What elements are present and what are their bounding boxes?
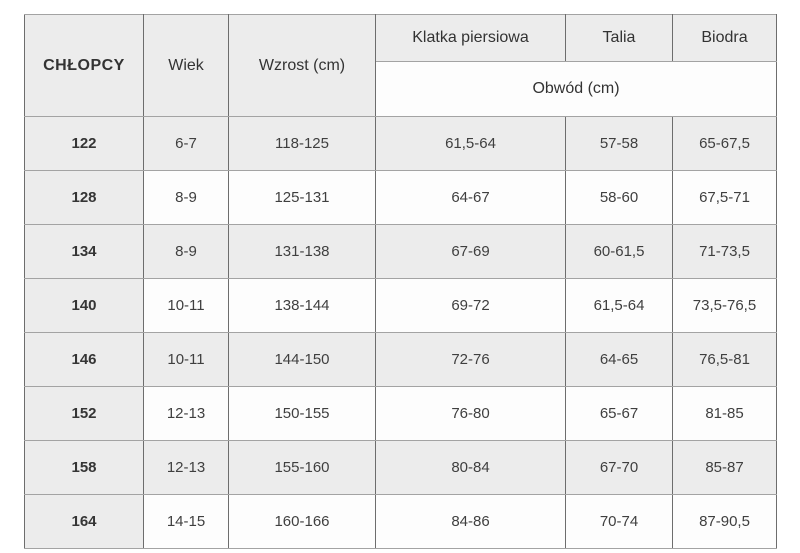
size-cell: 164 — [24, 494, 144, 549]
hips-cell: 76,5-81 — [672, 332, 777, 387]
column-header-chlopcy: CHŁOPCY — [24, 14, 144, 117]
column-header-talia: Talia — [565, 14, 673, 62]
waist-cell: 65-67 — [565, 386, 673, 441]
size-chart: CHŁOPCY Wiek Wzrost (cm) Klatka piersiow… — [24, 14, 777, 549]
table-row: 152 12-13 150-155 76-80 65-67 81-85 — [24, 386, 777, 441]
column-header-wiek: Wiek — [143, 14, 229, 117]
age-cell: 12-13 — [143, 440, 229, 495]
waist-cell: 64-65 — [565, 332, 673, 387]
chest-cell: 67-69 — [375, 224, 566, 279]
age-cell: 8-9 — [143, 170, 229, 225]
hips-cell: 67,5-71 — [672, 170, 777, 225]
waist-cell: 61,5-64 — [565, 278, 673, 333]
size-cell: 122 — [24, 116, 144, 171]
table-body: 122 6-7 118-125 61,5-64 57-58 65-67,5 12… — [24, 116, 777, 549]
size-cell: 134 — [24, 224, 144, 279]
age-cell: 12-13 — [143, 386, 229, 441]
table-header: CHŁOPCY Wiek Wzrost (cm) Klatka piersiow… — [24, 14, 777, 117]
chest-cell: 61,5-64 — [375, 116, 566, 171]
waist-cell: 70-74 — [565, 494, 673, 549]
chest-cell: 80-84 — [375, 440, 566, 495]
chest-cell: 84-86 — [375, 494, 566, 549]
table-row: 146 10-11 144-150 72-76 64-65 76,5-81 — [24, 332, 777, 387]
subheader-obwod: Obwód (cm) — [375, 61, 777, 117]
height-cell: 144-150 — [228, 332, 376, 387]
header-row-top: CHŁOPCY Wiek Wzrost (cm) Klatka piersiow… — [24, 14, 777, 117]
height-cell: 131-138 — [228, 224, 376, 279]
waist-cell: 58-60 — [565, 170, 673, 225]
height-cell: 160-166 — [228, 494, 376, 549]
hips-cell: 73,5-76,5 — [672, 278, 777, 333]
boys-size-table: CHŁOPCY Wiek Wzrost (cm) Klatka piersiow… — [24, 14, 777, 549]
hips-cell: 81-85 — [672, 386, 777, 441]
age-cell: 10-11 — [143, 332, 229, 387]
size-cell: 152 — [24, 386, 144, 441]
table-row: 164 14-15 160-166 84-86 70-74 87-90,5 — [24, 494, 777, 549]
table-row: 158 12-13 155-160 80-84 67-70 85-87 — [24, 440, 777, 495]
chest-cell: 76-80 — [375, 386, 566, 441]
table-row: 134 8-9 131-138 67-69 60-61,5 71-73,5 — [24, 224, 777, 279]
size-cell: 158 — [24, 440, 144, 495]
table-row: 122 6-7 118-125 61,5-64 57-58 65-67,5 — [24, 116, 777, 171]
table-row: 128 8-9 125-131 64-67 58-60 67,5-71 — [24, 170, 777, 225]
age-cell: 8-9 — [143, 224, 229, 279]
waist-cell: 57-58 — [565, 116, 673, 171]
hips-cell: 71-73,5 — [672, 224, 777, 279]
height-cell: 125-131 — [228, 170, 376, 225]
hips-cell: 87-90,5 — [672, 494, 777, 549]
height-cell: 150-155 — [228, 386, 376, 441]
table-row: 140 10-11 138-144 69-72 61,5-64 73,5-76,… — [24, 278, 777, 333]
column-header-wzrost: Wzrost (cm) — [228, 14, 376, 117]
height-cell: 155-160 — [228, 440, 376, 495]
age-cell: 10-11 — [143, 278, 229, 333]
column-header-klatka-piersiowa: Klatka piersiowa — [375, 14, 566, 62]
waist-cell: 67-70 — [565, 440, 673, 495]
size-cell: 128 — [24, 170, 144, 225]
age-cell: 6-7 — [143, 116, 229, 171]
chest-cell: 69-72 — [375, 278, 566, 333]
chest-cell: 72-76 — [375, 332, 566, 387]
hips-cell: 65-67,5 — [672, 116, 777, 171]
chest-cell: 64-67 — [375, 170, 566, 225]
waist-cell: 60-61,5 — [565, 224, 673, 279]
age-cell: 14-15 — [143, 494, 229, 549]
height-cell: 138-144 — [228, 278, 376, 333]
height-cell: 118-125 — [228, 116, 376, 171]
size-cell: 140 — [24, 278, 144, 333]
column-header-biodra: Biodra — [672, 14, 777, 62]
size-cell: 146 — [24, 332, 144, 387]
hips-cell: 85-87 — [672, 440, 777, 495]
header-row-sub: Obwód (cm) — [25, 61, 777, 117]
